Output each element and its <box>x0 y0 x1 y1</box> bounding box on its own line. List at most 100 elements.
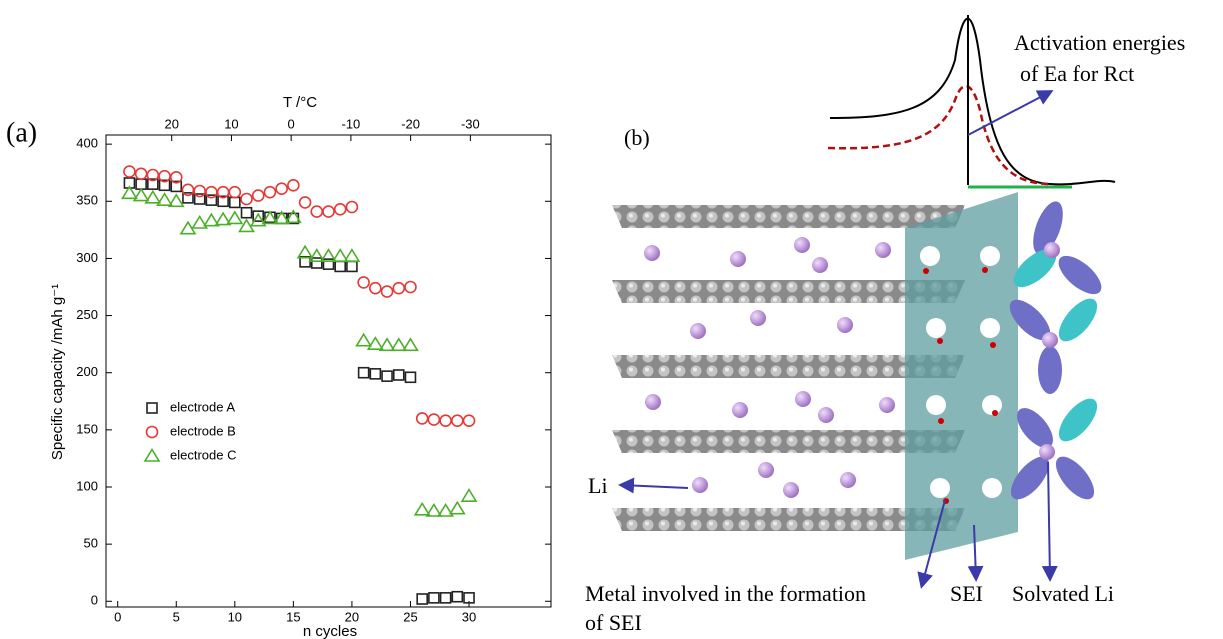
data-point <box>369 368 382 380</box>
data-point <box>251 189 265 202</box>
data-point <box>355 332 373 347</box>
x-tick-label: 0 <box>114 609 121 624</box>
x-axis-title: n cycles <box>303 623 357 639</box>
x-tick-label: 25 <box>403 609 417 624</box>
data-point <box>310 257 323 269</box>
data-point <box>205 194 218 206</box>
legend-label: electrode C <box>170 447 236 462</box>
data-point <box>310 205 324 218</box>
plot-frame <box>105 134 552 608</box>
data-point <box>179 220 197 235</box>
y-tick-label: 400 <box>76 136 98 151</box>
x-tick-label: 20 <box>345 609 359 624</box>
graphite-layers <box>612 205 965 531</box>
data-point <box>439 592 452 604</box>
data-point <box>428 592 440 604</box>
annotation: Li <box>588 473 608 498</box>
data-point <box>182 192 194 204</box>
data-point <box>298 196 312 209</box>
panel-label: (a) <box>6 117 37 148</box>
data-point <box>333 202 347 216</box>
data-point <box>181 183 195 197</box>
annotation: of Ea for Rct <box>1020 61 1134 86</box>
peak-plot <box>827 15 1116 189</box>
data-point <box>156 192 173 206</box>
x2-tick-label: -10 <box>342 116 361 131</box>
legend-marker <box>143 447 161 462</box>
data-point <box>427 413 441 426</box>
data-point <box>346 260 358 273</box>
solvated-li <box>1009 201 1102 500</box>
data-point <box>263 185 277 199</box>
data-point <box>169 170 183 184</box>
arrows <box>618 461 1058 589</box>
data-point <box>366 336 384 350</box>
data-point <box>252 210 265 222</box>
data-point <box>378 337 396 352</box>
y-tick-label: 200 <box>76 364 98 379</box>
data-point <box>120 185 138 200</box>
data-point <box>425 502 443 517</box>
x-tick-label: 30 <box>462 609 476 624</box>
data-point <box>448 500 466 515</box>
annotation: Metal involved in the formation <box>585 581 866 606</box>
data-point <box>439 414 452 428</box>
data-point <box>228 185 242 199</box>
data-point <box>167 193 185 208</box>
data-point <box>402 337 419 352</box>
data-point <box>134 167 148 181</box>
data-point <box>308 248 326 262</box>
data-point <box>322 258 335 270</box>
data-point <box>240 192 253 206</box>
x-tick-label: 5 <box>173 609 180 624</box>
y-tick-label: 350 <box>76 193 98 208</box>
y-tick-label: 50 <box>84 536 98 551</box>
data-point <box>238 218 255 233</box>
sei-pores <box>920 246 1002 498</box>
data-point <box>343 248 361 262</box>
data-point <box>217 195 229 208</box>
y-tick-label: 300 <box>76 250 98 265</box>
data-point <box>460 488 478 502</box>
data-point <box>249 212 267 227</box>
data-point <box>123 165 136 178</box>
data-point <box>240 206 253 219</box>
data-point <box>392 369 405 381</box>
data-point <box>287 178 300 192</box>
data-point <box>229 196 241 209</box>
data-point <box>463 592 475 604</box>
data-point <box>296 244 314 259</box>
data-point <box>322 205 335 218</box>
x-tick-label: 10 <box>228 609 242 624</box>
data-point <box>381 370 393 382</box>
legend-marker <box>145 425 159 439</box>
data-point <box>275 182 288 196</box>
legend-label: electrode A <box>170 399 235 414</box>
data-point <box>404 280 417 294</box>
x2-tick-label: 20 <box>164 116 178 131</box>
data-point <box>392 281 406 295</box>
sei-layer <box>905 192 1018 560</box>
y-tick-label: 250 <box>76 307 98 322</box>
data-point <box>345 200 359 214</box>
data-point <box>390 337 408 352</box>
data-point <box>451 414 464 428</box>
data-point <box>331 248 349 262</box>
data-point <box>146 168 160 182</box>
data-point <box>191 214 209 229</box>
data-point <box>369 281 382 295</box>
legend-label: electrode B <box>170 423 236 438</box>
annotation: Solvated Li <box>1012 581 1114 606</box>
data-point <box>462 414 476 428</box>
y-tick-label: 100 <box>76 478 98 493</box>
annotation: of SEI <box>585 610 642 635</box>
data-point <box>193 193 206 205</box>
data-point <box>158 179 171 192</box>
annotation: Activation energies <box>1014 30 1185 55</box>
data-point <box>144 189 162 204</box>
y-tick-label: 0 <box>91 593 98 608</box>
data-point <box>261 210 279 225</box>
data-point <box>226 210 244 225</box>
x2-tick-label: 0 <box>288 116 295 131</box>
data-point <box>380 285 394 298</box>
